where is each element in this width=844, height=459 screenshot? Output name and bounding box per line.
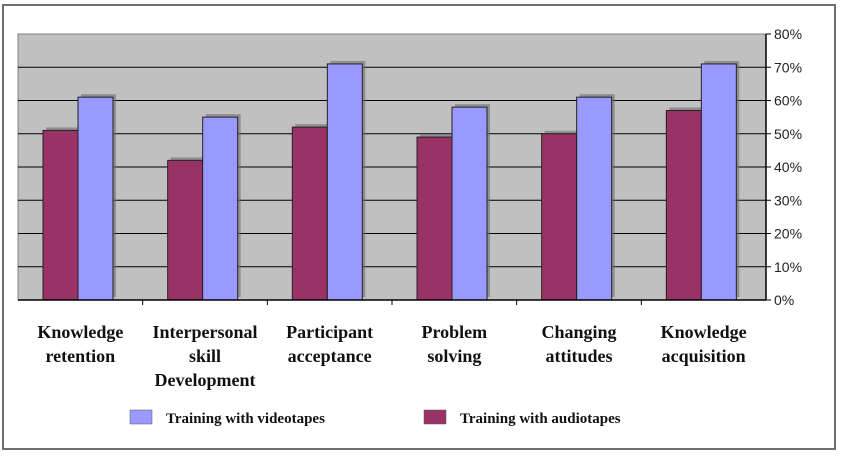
bar <box>700 63 737 301</box>
y-tick-label: 50% <box>774 126 802 142</box>
y-tick-label: 60% <box>774 93 802 109</box>
bar <box>291 126 328 301</box>
gridlines <box>18 66 766 268</box>
legend: Training with videotapes Training with au… <box>129 409 621 427</box>
legend-label: Training with videotapes <box>166 411 325 427</box>
x-category-label: Changing attitudes <box>541 322 616 366</box>
x-category-label: Interpersonal skill Development <box>153 322 258 390</box>
y-tick-label: 0% <box>774 292 794 308</box>
legend-label: Training with audiotapes <box>460 411 621 427</box>
bar <box>202 116 239 301</box>
bar <box>665 109 702 301</box>
bar <box>42 129 79 301</box>
y-tick-label: 70% <box>774 59 802 75</box>
bar <box>416 136 453 301</box>
y-tick-label: 30% <box>774 192 802 208</box>
y-tick-label: 10% <box>774 259 802 275</box>
bar <box>451 106 488 301</box>
bar <box>326 63 363 301</box>
bar <box>541 133 578 301</box>
y-axis-ticks: 0% 10% 20% 30% 40% 50% 60% 70% 80% <box>766 26 802 308</box>
x-axis-labels: Knowledge retention Interpersonal skill Deve… <box>37 322 746 390</box>
y-tick-label: 20% <box>774 226 802 242</box>
bar <box>77 96 114 301</box>
x-category-label: Participant acceptance <box>286 322 373 366</box>
legend-swatch <box>423 409 447 425</box>
x-category-label: Problem solving <box>422 322 488 366</box>
legend-swatch <box>129 409 153 425</box>
x-category-label: Knowledge retention <box>37 322 123 366</box>
bar <box>167 159 204 301</box>
y-tick-label: 40% <box>774 159 802 175</box>
bar <box>576 96 613 301</box>
y-tick-label: 80% <box>774 26 802 42</box>
x-category-label: Knowledge acquisition <box>661 322 747 366</box>
